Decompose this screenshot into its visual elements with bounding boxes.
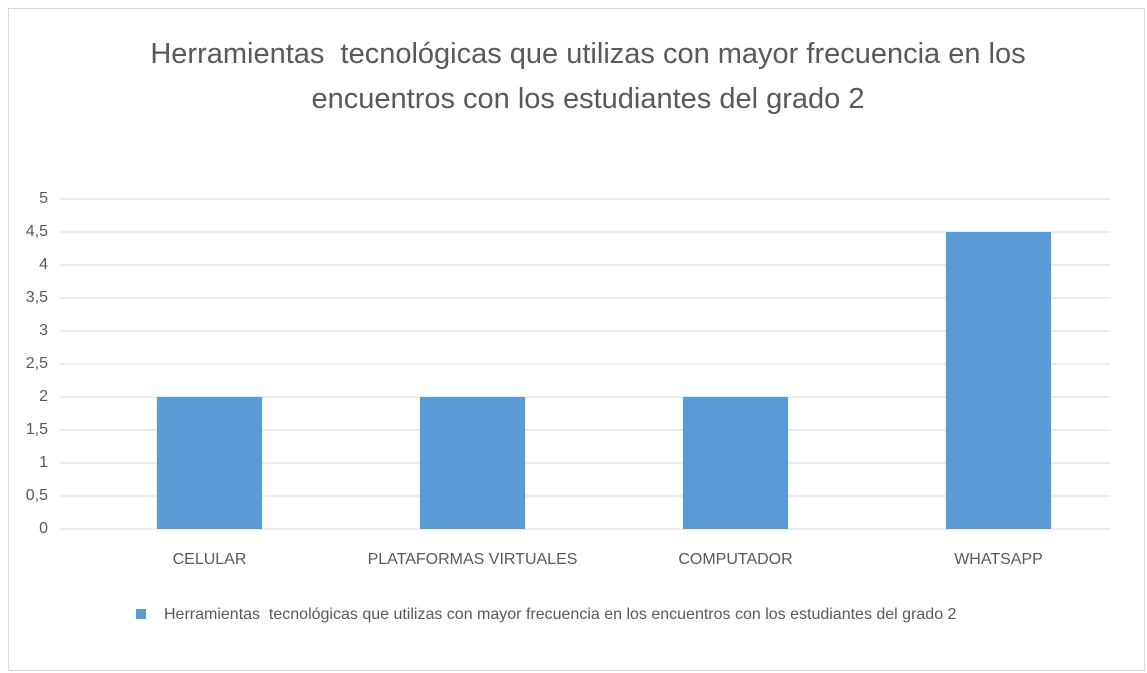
y-tick-label: 2,5: [26, 355, 48, 372]
y-tick-label: 1,5: [26, 421, 48, 438]
legend-swatch: [136, 609, 146, 619]
legend: Herramientas tecnológicas que utilizas c…: [122, 600, 1112, 630]
y-tick-label: 2: [39, 388, 48, 405]
y-tick-label: 5: [39, 190, 48, 207]
x-tick-label: WHATSAPP: [954, 551, 1043, 568]
y-tick-label: 4: [39, 256, 48, 273]
bar: [682, 397, 789, 529]
x-tick-label: CELULAR: [173, 551, 247, 568]
chart-title: Herramientas tecnológicas que utilizas c…: [150, 38, 1034, 115]
y-tick-label: 1: [39, 454, 48, 471]
legend-label: Herramientas tecnológicas que utilizas c…: [164, 606, 957, 623]
y-tick-label: 0,5: [26, 487, 48, 504]
x-tick-label: PLATAFORMAS VIRTUALES: [368, 551, 578, 568]
bar: [945, 232, 1052, 529]
y-tick-label: 3,5: [26, 289, 48, 306]
y-tick-label: 0: [39, 520, 48, 537]
y-tick-label: 4,5: [26, 223, 48, 240]
bar: [156, 397, 263, 529]
bar: [419, 397, 526, 529]
x-tick-label: COMPUTADOR: [678, 551, 792, 568]
chart-border: [8, 8, 1145, 671]
y-tick-label: 3: [39, 322, 48, 339]
